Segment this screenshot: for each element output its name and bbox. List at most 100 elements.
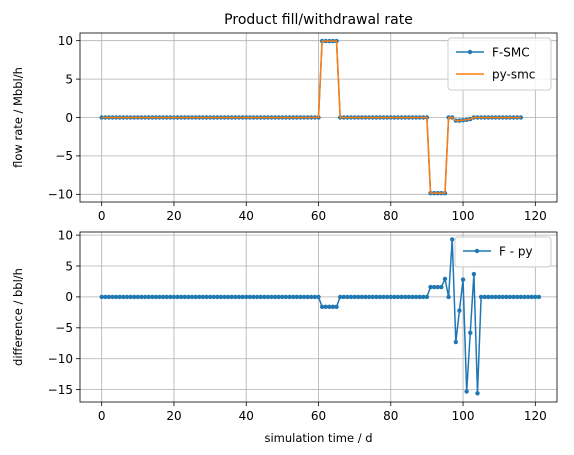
- x-axis-label: simulation time / d: [264, 431, 372, 445]
- legend: F - py: [454, 236, 552, 268]
- data-point: [464, 389, 469, 394]
- y-tick-label: −15: [48, 383, 73, 397]
- data-point: [413, 294, 419, 300]
- data-point: [536, 294, 542, 300]
- data-point: [460, 277, 466, 282]
- data-point: [128, 294, 133, 300]
- x-tick-label: 40: [239, 409, 254, 423]
- data-point: [280, 294, 285, 300]
- data-point: [193, 294, 198, 300]
- data-point: [244, 294, 249, 300]
- data-point: [356, 294, 361, 300]
- data-point: [132, 294, 137, 300]
- data-point: [366, 294, 372, 300]
- data-point: [265, 294, 271, 300]
- axes-frame: [79, 231, 558, 403]
- data-point: [522, 294, 527, 300]
- data-point: [121, 294, 126, 300]
- data-point: [453, 339, 459, 345]
- x-tick-label: 0: [98, 409, 106, 423]
- y-tick-label: −10: [48, 188, 73, 202]
- bottom-chart: 0 20 40 60 80 100 120 −15 −10 −5 0 5 10 simulation ti…: [11, 228, 558, 445]
- data-point: [301, 294, 307, 300]
- data-point: [294, 294, 300, 300]
- data-point: [99, 294, 104, 300]
- data-point: [428, 284, 433, 290]
- data-point: [142, 294, 148, 300]
- data-point: [283, 294, 289, 300]
- data-point: [110, 294, 115, 300]
- data-point: [482, 294, 487, 300]
- data-point: [269, 294, 274, 300]
- data-point: [489, 294, 495, 300]
- data-point: [352, 294, 357, 300]
- x-tick-label: 100: [452, 409, 475, 423]
- y-tick-label: −5: [55, 321, 73, 335]
- data-point: [319, 304, 325, 309]
- data-point: [446, 294, 451, 300]
- data-point: [164, 294, 169, 300]
- data-point: [518, 115, 524, 120]
- data-point: [225, 294, 231, 300]
- data-point: [518, 294, 524, 300]
- legend-label: F-SMC: [492, 45, 530, 59]
- data-point: [359, 294, 365, 300]
- data-point: [337, 294, 343, 300]
- data-point: [117, 294, 122, 300]
- legend-label: F - py: [499, 244, 533, 258]
- data-point: [327, 304, 332, 309]
- data-point: [291, 294, 296, 300]
- legend-box: [454, 236, 552, 268]
- y-tick-label: −10: [48, 352, 73, 366]
- data-point: [312, 294, 318, 300]
- data-point: [421, 294, 426, 300]
- data-point: [171, 294, 177, 300]
- top-chart: 0 20 40 60 80 100 120 −10 −5 0 5 10 Product fill/wit…: [11, 12, 558, 223]
- y-axis-label: difference / bbl/h: [11, 268, 25, 366]
- axes-frame: [79, 32, 558, 203]
- y-tick-label: 10: [58, 34, 73, 48]
- data-point: [478, 294, 484, 300]
- data-point: [500, 294, 505, 300]
- data-point: [139, 294, 144, 300]
- data-point: [168, 294, 173, 300]
- data-point: [204, 294, 209, 300]
- data-point: [200, 294, 206, 300]
- data-point: [218, 294, 224, 300]
- data-point: [160, 294, 166, 300]
- data-point: [233, 294, 238, 300]
- data-point: [330, 304, 336, 309]
- data-point: [135, 294, 141, 300]
- data-point: [471, 271, 477, 277]
- data-point: [207, 294, 213, 300]
- x-tick-label: 120: [524, 209, 547, 223]
- data-point: [507, 294, 513, 300]
- data-point: [258, 294, 263, 300]
- x-tick-label: 120: [524, 409, 547, 423]
- x-tick-label: 40: [239, 209, 254, 223]
- data-point: [496, 294, 502, 300]
- data-point: [211, 294, 216, 300]
- x-tick-label: 60: [311, 409, 326, 423]
- data-point: [323, 304, 328, 309]
- data-point: [388, 294, 393, 300]
- data-point: [298, 294, 303, 300]
- data-point: [392, 294, 397, 300]
- data-point: [410, 294, 415, 300]
- data-point: [229, 294, 234, 300]
- data-point: [153, 294, 159, 300]
- data-point: [247, 294, 253, 300]
- data-point: [348, 294, 354, 300]
- data-point: [399, 294, 404, 300]
- data-point: [251, 294, 256, 300]
- data-point: [175, 294, 180, 300]
- data-point: [182, 294, 187, 300]
- data-point: [486, 294, 491, 300]
- y-tick-label: 5: [65, 259, 73, 273]
- data-point: [475, 391, 480, 396]
- legend-box: [447, 37, 552, 91]
- data-point: [150, 294, 155, 300]
- data-point: [374, 294, 379, 300]
- x-tick-label: 80: [383, 209, 398, 223]
- x-tick-label: 100: [452, 209, 475, 223]
